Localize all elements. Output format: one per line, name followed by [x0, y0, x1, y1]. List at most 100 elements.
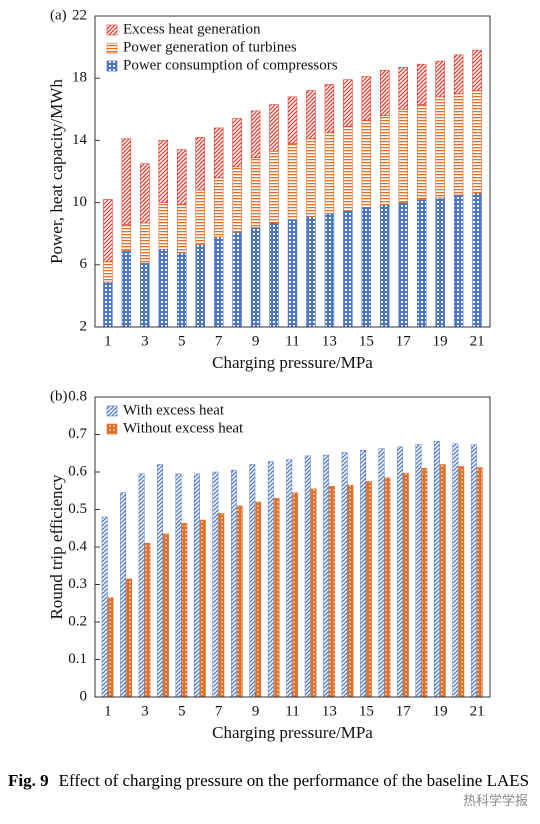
- bar-segment: [472, 90, 482, 194]
- bar: [347, 484, 354, 698]
- bar-segment: [158, 140, 169, 203]
- bar-segment: [195, 244, 205, 328]
- bar: [236, 505, 243, 698]
- bar-segment: [343, 79, 353, 127]
- bar: [120, 492, 127, 698]
- x-tick-label: 5: [178, 333, 186, 349]
- bar-segment: [250, 227, 261, 328]
- caption: Fig. 9 Effect of charging pressure on the…: [8, 770, 533, 792]
- bar: [304, 455, 311, 698]
- y-tick-label: 0: [80, 688, 88, 704]
- x-tick-label: 13: [322, 703, 337, 719]
- bar-segment: [380, 70, 390, 116]
- bar: [476, 467, 483, 698]
- bar: [329, 486, 335, 698]
- bar-segment: [361, 119, 372, 208]
- bar-segment: [324, 213, 335, 328]
- y-axis-label: Power, heat capacity/MWh: [47, 79, 66, 264]
- bar-segment: [103, 199, 113, 262]
- bar-segment: [140, 262, 150, 328]
- bar: [249, 464, 256, 698]
- bar-segment: [472, 49, 482, 91]
- bar: [212, 471, 219, 698]
- x-tick-label: 7: [215, 703, 223, 719]
- legend-label: Power generation of turbines: [123, 39, 297, 55]
- bar-segment: [380, 115, 390, 206]
- bar: [101, 516, 108, 698]
- x-axis-label: Charging pressure/MPa: [212, 353, 373, 372]
- bar-segment: [453, 54, 464, 95]
- legend-swatch: [106, 60, 118, 72]
- bar-segment: [195, 136, 205, 191]
- bar-segment: [103, 281, 113, 328]
- x-tick-label: 3: [141, 333, 149, 349]
- bar: [360, 450, 366, 698]
- bar-segment: [380, 204, 390, 328]
- bar-segment: [103, 261, 113, 283]
- bar: [310, 488, 317, 698]
- legend-swatch: [106, 405, 118, 417]
- bar-segment: [416, 63, 427, 105]
- legend-swatch: [106, 24, 118, 36]
- bar-segment: [453, 194, 464, 328]
- bar-segment: [324, 84, 335, 133]
- bar: [286, 459, 293, 698]
- bar-segment: [213, 127, 224, 179]
- bar: [138, 473, 145, 698]
- bar-segment: [306, 90, 316, 140]
- bar: [470, 444, 477, 698]
- bar-segment: [213, 177, 224, 238]
- watermark: 热科学学报: [462, 794, 528, 809]
- bar-segment: [213, 236, 224, 328]
- x-tick-label: 5: [178, 703, 186, 719]
- x-axis-label: Charging pressure/MPa: [212, 723, 373, 742]
- y-tick-label: 0.3: [68, 576, 87, 592]
- bar: [163, 533, 169, 698]
- bar-segment: [361, 206, 372, 328]
- bar: [439, 464, 446, 698]
- y-tick-label: 0.2: [68, 613, 87, 629]
- y-tick-label: 22: [72, 7, 87, 23]
- bar-segment: [361, 76, 372, 121]
- legend-label: Without excess heat: [123, 420, 244, 436]
- bar: [218, 513, 225, 698]
- bar-segment: [287, 219, 298, 328]
- bar: [341, 452, 348, 698]
- bar-segment: [177, 252, 187, 328]
- y-tick-label: 0.7: [68, 426, 87, 442]
- x-tick-label: 11: [285, 333, 299, 349]
- bar-segment: [269, 222, 279, 328]
- bar-segment: [140, 163, 150, 224]
- bar-segment: [416, 104, 427, 200]
- x-tick-label: 15: [359, 333, 374, 349]
- legend-swatch: [106, 42, 118, 54]
- plot-frame: [94, 396, 491, 698]
- bar-segment: [195, 189, 205, 245]
- bar: [434, 441, 440, 698]
- bar-segment: [250, 157, 261, 228]
- panel-label: (b): [50, 388, 68, 404]
- bar: [397, 446, 403, 698]
- bar-segment: [140, 222, 150, 264]
- bar-segment: [232, 118, 242, 168]
- x-tick-label: 1: [104, 333, 112, 349]
- y-axis-label: Round trip efficiency: [47, 474, 66, 620]
- x-tick-label: 15: [359, 703, 374, 719]
- bar: [181, 523, 188, 698]
- bar-segment: [398, 202, 408, 328]
- bar: [267, 461, 274, 698]
- bar-segment: [158, 248, 169, 328]
- bar-segment: [250, 110, 261, 158]
- bar-segment: [158, 202, 169, 250]
- y-tick-label: 0.1: [68, 651, 87, 667]
- bar: [292, 492, 299, 698]
- legend-label: With excess heat: [123, 402, 225, 418]
- x-tick-label: 9: [252, 703, 260, 719]
- bar: [144, 543, 151, 698]
- plot-frame: [94, 15, 491, 328]
- x-tick-label: 17: [396, 333, 412, 349]
- bar: [273, 498, 280, 698]
- legend-swatch: [106, 423, 118, 435]
- bar: [378, 448, 385, 698]
- bar: [458, 466, 465, 698]
